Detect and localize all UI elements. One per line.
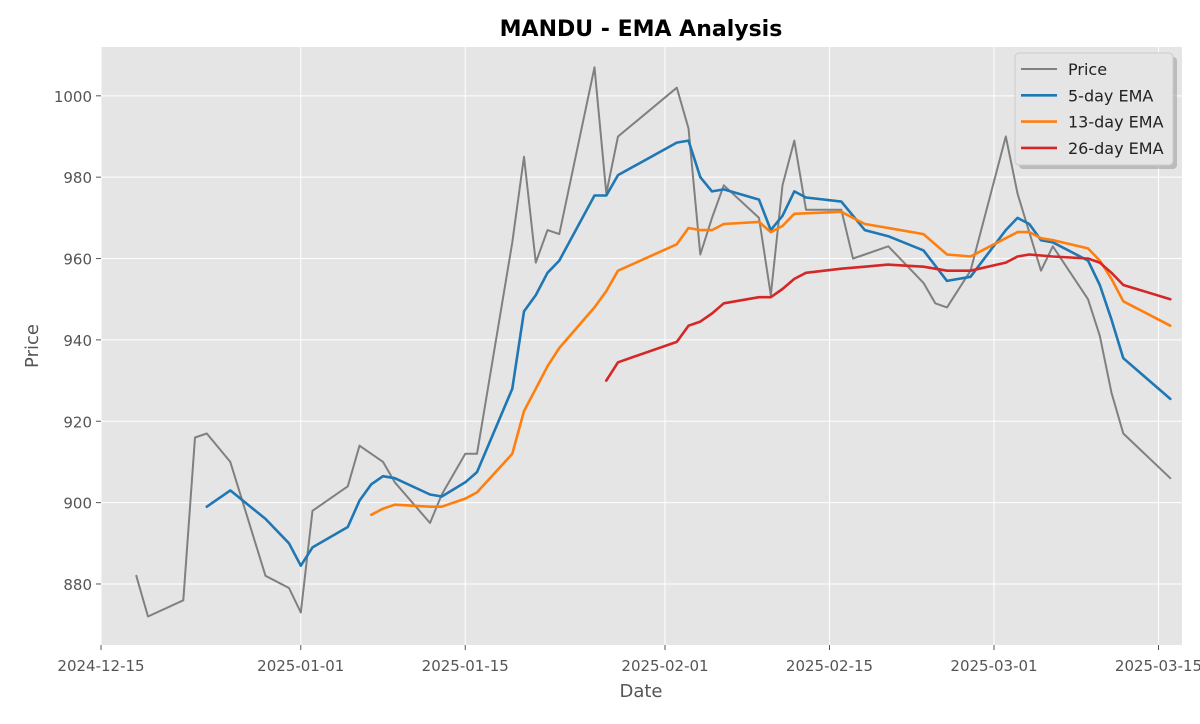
y-tick-label: 960 [63,251,92,269]
x-tick-label: 2024-12-15 [57,657,144,675]
y-tick-label: 940 [63,332,92,350]
legend-label: Price [1068,60,1107,79]
legend-label: 5-day EMA [1068,86,1153,105]
x-tick-label: 2025-03-15 [1115,657,1200,675]
x-axis-label: Date [619,681,662,702]
x-tick-label: 2025-02-01 [621,657,708,675]
legend-label: 26-day EMA [1068,139,1164,158]
y-tick-label: 920 [63,413,92,431]
y-tick-label: 880 [63,576,92,594]
y-tick-label: 900 [63,495,92,513]
legend: Price 5-day EMA 13-day EMA 26-day EMA [1015,53,1177,169]
x-tick-label: 2025-02-15 [786,657,873,675]
y-tick-label: 980 [63,169,92,187]
y-axis-label: Price [22,324,43,368]
x-tick-label: 2025-01-01 [257,657,344,675]
y-tick-label: 1000 [54,88,92,106]
chart-title: MANDU - EMA Analysis [500,17,783,42]
x-tick-label: 2025-03-01 [950,657,1037,675]
x-tick-label: 2025-01-15 [422,657,509,675]
legend-label: 13-day EMA [1068,113,1164,132]
